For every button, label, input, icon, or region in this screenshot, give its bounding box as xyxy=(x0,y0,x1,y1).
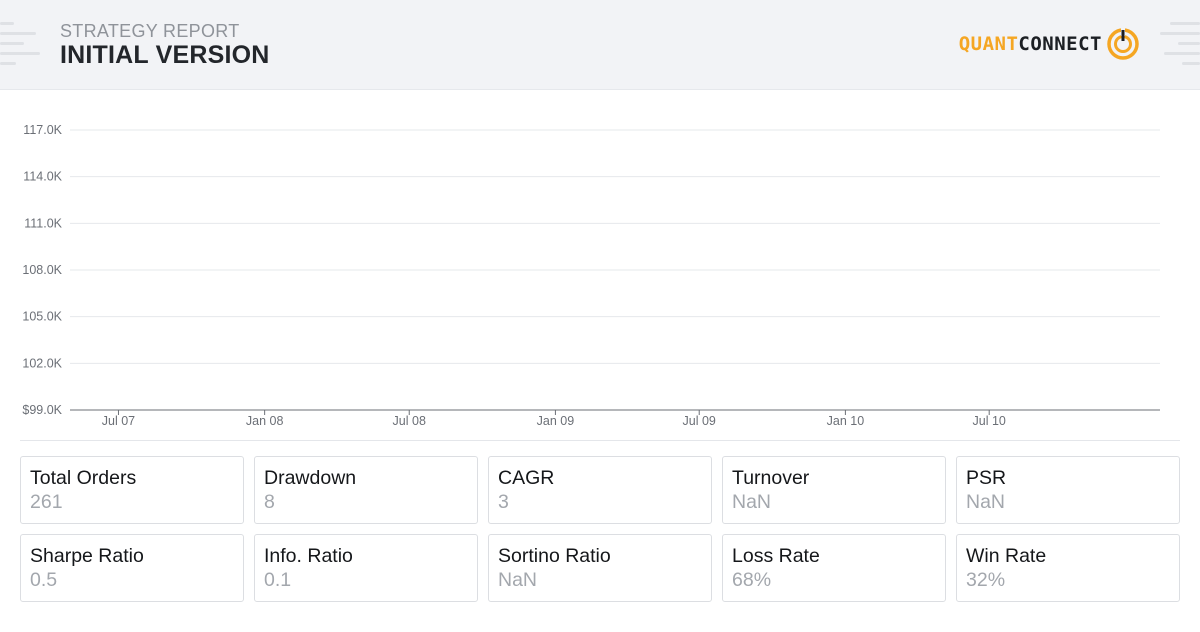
y-tick-label: 117.0K xyxy=(23,123,62,137)
quantconnect-logo-icon xyxy=(1107,27,1139,60)
stat-label: Win Rate xyxy=(966,545,1047,567)
stat-value: NaN xyxy=(732,491,772,513)
y-tick-label: $99.0K xyxy=(22,403,62,417)
logo-text-connect: CONNECT xyxy=(1018,33,1102,55)
report-subtitle: STRATEGY REPORT xyxy=(60,21,240,41)
y-tick-label: 105.0K xyxy=(22,310,62,324)
stat-value: 32% xyxy=(966,569,1006,591)
stat-card-drawdown: Drawdown 8 xyxy=(254,456,478,524)
stat-label: Drawdown xyxy=(264,467,357,489)
report-header: STRATEGY REPORT INITIAL VERSION QUANT CO… xyxy=(0,0,1200,90)
stat-value: 0.5 xyxy=(30,569,58,591)
stat-label: Total Orders xyxy=(30,467,137,489)
stat-value: 3 xyxy=(498,491,509,513)
logo-text-quant: QUANT xyxy=(958,33,1019,55)
stat-value: NaN xyxy=(498,569,538,591)
stat-card-loss-rate: Loss Rate 68% xyxy=(722,534,946,602)
stat-value: 68% xyxy=(732,569,772,591)
stat-card-turnover: Turnover NaN xyxy=(722,456,946,524)
y-tick-label: 114.0K xyxy=(23,170,62,184)
stat-label: CAGR xyxy=(498,467,555,489)
stat-card-info-ratio: Info. Ratio 0.1 xyxy=(254,534,478,602)
stat-label: PSR xyxy=(966,467,1007,489)
x-tick-label: Jul 10 xyxy=(973,414,1006,428)
x-tick-label: Jul 08 xyxy=(393,414,426,428)
x-tick-label: Jul 09 xyxy=(683,414,716,428)
stat-card-sharpe-ratio: Sharpe Ratio 0.5 xyxy=(20,534,244,602)
header-decoration-right xyxy=(1160,22,1200,66)
x-tick-label: Jul 07 xyxy=(102,414,135,428)
x-tick-label: Jan 10 xyxy=(827,414,865,428)
stat-value: 0.1 xyxy=(264,569,292,591)
stat-card-win-rate: Win Rate 32% xyxy=(956,534,1180,602)
stat-value: 261 xyxy=(30,491,63,513)
stat-card-total-orders: Total Orders 261 xyxy=(20,456,244,524)
stat-value: NaN xyxy=(966,491,1006,513)
stat-card-cagr: CAGR 3 xyxy=(488,456,712,524)
stat-card-sortino-ratio: Sortino Ratio NaN xyxy=(488,534,712,602)
stat-label: Sharpe Ratio xyxy=(30,545,144,567)
y-tick-label: 111.0K xyxy=(24,216,62,230)
report-title: INITIAL VERSION xyxy=(60,41,270,69)
stat-label: Loss Rate xyxy=(732,545,820,567)
stat-card-psr: PSR NaN xyxy=(956,456,1180,524)
section-divider xyxy=(20,440,1180,441)
stat-value: 8 xyxy=(264,491,275,513)
x-tick-label: Jan 09 xyxy=(537,414,575,428)
stat-label: Sortino Ratio xyxy=(498,545,611,567)
header-decoration-left xyxy=(0,22,40,66)
stat-label: Info. Ratio xyxy=(264,545,353,567)
x-tick-label: Jan 08 xyxy=(246,414,284,428)
y-tick-label: 102.0K xyxy=(22,356,62,370)
y-tick-label: 108.0K xyxy=(22,263,62,277)
quantconnect-logo: QUANT CONNECT xyxy=(959,24,1140,64)
equity-chart: 117.0K 114.0K 111.0K 108.0K 105.0K 102.0K $99.… xyxy=(22,123,1160,428)
stat-label: Turnover xyxy=(732,467,810,489)
